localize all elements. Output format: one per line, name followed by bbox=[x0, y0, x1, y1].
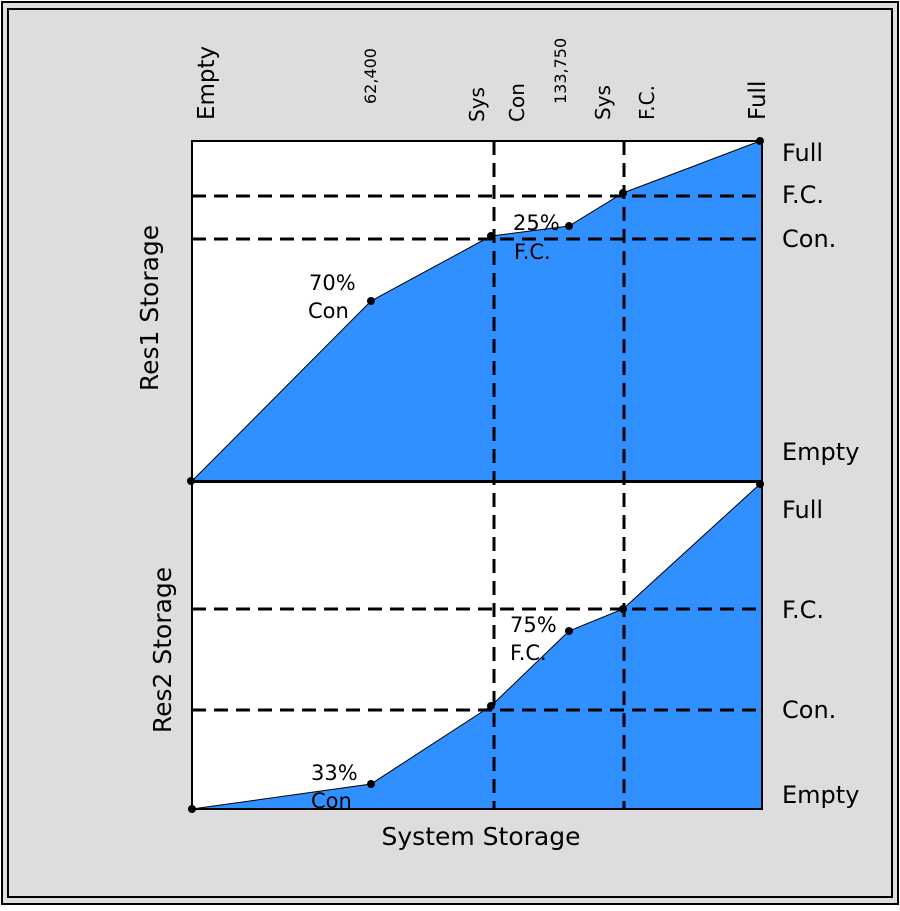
res1-annot-25pct: 25% bbox=[513, 211, 560, 235]
res2-annot-75pct: 75% bbox=[510, 613, 557, 637]
top-label-sys-con: Sys bbox=[465, 87, 489, 122]
res1-point-sys-fc bbox=[619, 189, 627, 197]
res2-point-33pct bbox=[367, 780, 375, 788]
top-label-full: Full bbox=[745, 81, 771, 120]
res1-right-label-fc: F.C. bbox=[782, 181, 824, 209]
res1-fill-region bbox=[192, 141, 762, 481]
x-axis-label: System Storage bbox=[382, 822, 581, 851]
inner-frame bbox=[7, 8, 893, 898]
res2-right-label-fc: F.C. bbox=[782, 596, 824, 624]
res1-point-25pct bbox=[565, 222, 573, 230]
res2-right-label-empty: Empty bbox=[782, 781, 859, 809]
res2-point-start bbox=[188, 805, 196, 813]
top-label-empty: Empty bbox=[194, 46, 220, 120]
res1-curve bbox=[191, 140, 761, 482]
res1-annot-70pct-sub: Con bbox=[308, 299, 349, 323]
res1-right-label-full: Full bbox=[782, 139, 823, 167]
res1-right-label-empty: Empty bbox=[782, 438, 859, 466]
res2-axis-label: Res2 Storage bbox=[148, 567, 177, 733]
res2-point-75pct bbox=[565, 627, 573, 635]
top-label-con: Con bbox=[505, 83, 529, 122]
res1-right-label-con: Con. bbox=[782, 225, 836, 253]
top-label-133750: 133,750 bbox=[551, 38, 570, 104]
res2-right-label-con: Con. bbox=[782, 696, 836, 724]
res1-annot-70pct: 70% bbox=[309, 271, 356, 295]
top-label-sys-fc: Sys bbox=[591, 85, 615, 120]
res2-annot-33pct-sub: Con bbox=[311, 789, 352, 813]
res1-point-sys-con bbox=[487, 232, 495, 240]
top-label-62400: 62,400 bbox=[361, 48, 380, 104]
res1-point-full bbox=[756, 137, 764, 145]
top-label-fc: F.C. bbox=[635, 85, 659, 120]
res2-plot-border bbox=[191, 481, 763, 810]
res2-curve bbox=[191, 483, 761, 810]
res2-point-full bbox=[756, 480, 764, 488]
res2-point-sys-con bbox=[487, 702, 495, 710]
res1-annot-25pct-sub: F.C. bbox=[514, 240, 551, 264]
res2-right-label-full: Full bbox=[782, 496, 823, 524]
res2-annot-33pct: 33% bbox=[311, 761, 358, 785]
res2-point-sys-fc bbox=[619, 605, 627, 613]
res1-point-start bbox=[187, 477, 195, 485]
res2-annot-75pct-sub: F.C. bbox=[510, 641, 547, 665]
res1-axis-label: Res1 Storage bbox=[135, 225, 164, 391]
res2-fill-region bbox=[192, 484, 762, 809]
res1-point-70pct bbox=[367, 297, 375, 305]
